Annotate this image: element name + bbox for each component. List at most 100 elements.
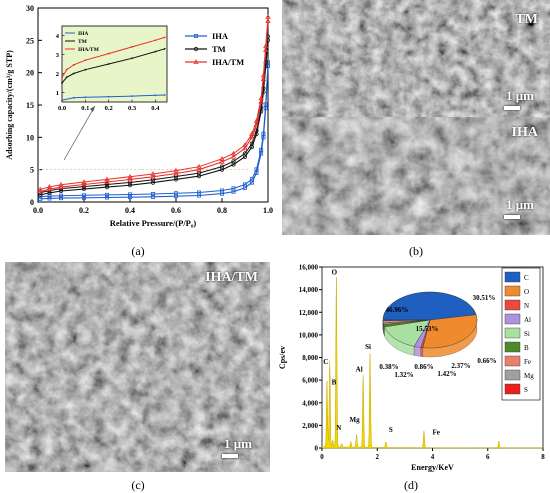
data-point: [104, 176, 110, 182]
inset-data-point: [163, 47, 166, 50]
inset-data-point: [61, 76, 63, 79]
scale-text-iha-tm: 1 μm: [224, 436, 252, 451]
y-tick-label: 4,000: [302, 399, 318, 407]
data-point: [37, 186, 43, 192]
x-axis-label: Relative Pressure/(P/P₀): [110, 218, 197, 228]
sem-image-iha-tm: IHA/TM 1 μm: [5, 262, 270, 472]
sem-texture-tm: [282, 0, 550, 117]
x-tick-label: 0.2: [79, 206, 89, 215]
pie-side-n: [420, 347, 423, 357]
x-tick-label: 0.8: [217, 206, 227, 215]
data-point: [127, 192, 132, 197]
series-line-iha: [40, 66, 269, 200]
panel-d: 0 2 4 6 8 0 2,000 4,000 6,000 8,000 10,000 12,000 14…: [275, 255, 550, 475]
peak-label-n: N: [336, 424, 341, 432]
y-tick-label: 0: [315, 445, 319, 453]
inset-legend-label: TM: [78, 39, 88, 45]
peak-label-b: B: [332, 378, 337, 386]
data-point: [253, 121, 260, 127]
pie-legend-label: C: [524, 274, 529, 282]
sem-image-tm: TM 1 μm: [282, 0, 550, 117]
scale-bar-tm: [504, 106, 520, 110]
x-tick-label: 0.0: [33, 206, 43, 215]
x-tick-label: 6: [486, 453, 490, 461]
data-point: [104, 179, 110, 184]
pie-legend-label: N: [524, 302, 529, 310]
peak-label-si: Si: [365, 343, 371, 351]
y-tick-label: 14,000: [299, 286, 319, 294]
inset-series-line: [61, 36, 165, 78]
inset-data-point: [154, 39, 157, 42]
pie-slice-b: [383, 319, 431, 328]
inset-data-point: [72, 72, 75, 75]
pie-legend-swatch: [504, 327, 521, 339]
inset-data-point: [84, 59, 87, 62]
data-point: [261, 135, 266, 140]
pie-label-s: 0.38%: [379, 363, 398, 371]
pie-label-si: 15.53%: [416, 325, 439, 333]
pie-label-b: 1.42%: [437, 370, 456, 378]
pie-legend-swatch: [504, 313, 521, 325]
pie-legend-label: O: [524, 288, 529, 296]
sem-label-iha: IHA: [511, 125, 538, 140]
pie-side-al: [413, 346, 421, 357]
y-tick-label: 0: [30, 198, 34, 207]
pie-legend-swatch: [504, 369, 521, 381]
pie-legend-label: S: [524, 386, 528, 394]
data-point: [242, 182, 247, 187]
data-point: [259, 147, 264, 152]
data-point: [265, 18, 271, 23]
data-point: [127, 183, 133, 188]
scale-bar-iha: [504, 215, 520, 219]
inset-data-point: [107, 52, 110, 55]
data-point: [127, 176, 133, 182]
data-point: [260, 72, 267, 78]
inset-y-tick-label: 1: [56, 90, 59, 97]
data-point: [81, 181, 87, 187]
data-point: [219, 156, 225, 161]
pie-legend-label: B: [524, 344, 529, 352]
panel-a: 0.0 0.2 0.4 0.6 0.8 1.0 0 5 10 15 20 25 30 Relative P…: [0, 0, 275, 235]
inset-data-point: [107, 95, 110, 98]
pie-legend-swatch: [504, 383, 521, 395]
data-point: [150, 194, 155, 199]
data-point: [38, 196, 43, 201]
inset-data-point: [61, 82, 63, 84]
data-point: [196, 166, 202, 172]
inset-y-tick-label: 2: [56, 71, 59, 78]
data-point: [104, 185, 110, 190]
inset-arrow-head: [90, 106, 95, 112]
inset-data-point: [163, 36, 166, 39]
legend-marker: [193, 34, 198, 39]
data-point: [47, 196, 52, 201]
data-point: [82, 193, 87, 198]
series-desorption-iha-tm: [40, 16, 269, 190]
data-point: [263, 102, 268, 107]
data-point: [46, 183, 53, 189]
data-point: [105, 195, 110, 200]
data-point: [58, 181, 64, 187]
eds-chart: 0 2 4 6 8 0 2,000 4,000 6,000 8,000 10,000 12,000 14…: [278, 264, 545, 473]
pie-legend-swatch: [504, 355, 521, 367]
pie-legend-swatch: [504, 271, 521, 283]
data-point: [253, 118, 260, 123]
sem-label-iha-tm: IHA/TM: [205, 270, 258, 285]
inset-data-point: [163, 94, 166, 96]
pie-slice-c: [382, 291, 477, 321]
data-point: [37, 188, 43, 194]
data-point: [47, 190, 52, 196]
y-axis-label: Cps/ev: [278, 346, 287, 369]
inset-data-point: [107, 63, 110, 65]
caption-a: (a): [131, 244, 145, 258]
data-point: [81, 186, 87, 192]
inset-data-point: [65, 76, 68, 79]
data-point: [249, 134, 255, 140]
data-point: [81, 179, 87, 184]
data-point: [127, 195, 132, 200]
data-point: [231, 159, 236, 164]
peak-label-al: Al: [356, 366, 363, 374]
pie-legend-label: Mg: [524, 372, 534, 380]
inset-data-point: [131, 57, 133, 60]
data-point: [173, 191, 178, 196]
isotherm-chart: 0.0 0.2 0.4 0.6 0.8 1.0 0 5 10 15 20 25 30 Relative P…: [5, 4, 273, 228]
